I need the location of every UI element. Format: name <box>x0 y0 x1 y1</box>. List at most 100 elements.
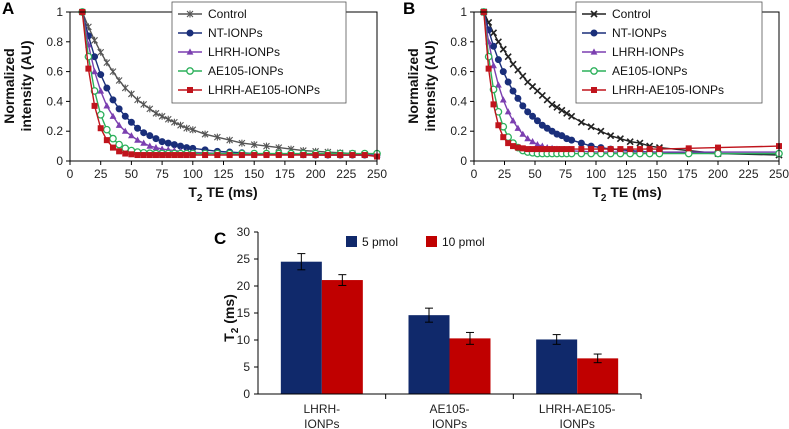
c-x-label-line: IONPs <box>559 417 594 429</box>
b-point-lhrh-ae105-ionps <box>519 145 526 152</box>
a-legend-marker-lhrh-ae105-ionps <box>187 87 193 93</box>
panel-c-y-label-main: T <box>221 333 237 342</box>
b-point-ae105-ionps <box>484 52 493 61</box>
b-point-lhrh-ae105-ionps <box>549 146 556 153</box>
panel-b-letter: B <box>403 0 415 18</box>
panel-b-legend: Control NT-IONPs LHRH-IONPs AE105-IONPs LHRH… <box>575 1 763 104</box>
b-point-lhrh-ae105-ionps <box>495 122 502 129</box>
b-point-lhrh-ionps <box>514 124 522 131</box>
c-legend-swatch-5-pmol <box>346 236 357 247</box>
a-point-ae105-ionps <box>109 134 117 143</box>
panel-b-y-label-line1: Normalized <box>405 48 421 123</box>
c-x-label-line: AE105- <box>429 402 469 416</box>
c-y-tick-label: 25 <box>237 252 251 266</box>
a-point-lhrh-ae105-ionps <box>238 152 245 159</box>
b-point-control <box>519 72 527 80</box>
b-point-nt-ionps <box>533 117 541 125</box>
b-point-ae105-ionps <box>714 149 722 158</box>
a-point-lhrh-ionps <box>91 68 98 75</box>
c-legend-label-5-pmol: 5 pmol <box>362 235 398 249</box>
b-point-lhrh-ae105-ionps <box>490 101 497 108</box>
b-legend-marker-ae105-ionps <box>590 67 598 75</box>
c-legend-label-10-pmol: 10 pmol <box>442 235 485 249</box>
b-point-lhrh-ae105-ionps <box>553 146 560 153</box>
b-point-control <box>494 38 502 46</box>
a-y-tick-label: 0.4 <box>46 94 63 108</box>
a-point-nt-ionps <box>146 132 154 140</box>
b-point-lhrh-ionps <box>519 130 527 137</box>
a-point-control <box>238 139 246 147</box>
a-point-nt-ionps <box>115 105 123 113</box>
c-y-tick-label: 30 <box>237 225 251 239</box>
b-point-nt-ionps <box>568 136 576 144</box>
panel-a-x-label-main: T <box>188 184 197 200</box>
a-point-lhrh-ae105-ionps <box>177 152 184 159</box>
b-point-lhrh-ae105-ionps <box>685 145 692 152</box>
a-point-lhrh-ae105-ionps <box>214 152 221 159</box>
a-point-lhrh-ae105-ionps <box>159 152 166 159</box>
b-y-tick-label: 0.8 <box>450 35 467 49</box>
a-point-control <box>128 90 135 98</box>
panel-c-legend: 5 pmol 10 pmol <box>346 235 485 249</box>
c-error-bar-ae105-ionps-10-pmol <box>466 331 474 345</box>
b-y-tick-label: 0 <box>460 154 467 168</box>
c-y-tick-label: 15 <box>237 306 251 320</box>
a-point-lhrh-ae105-ionps <box>324 152 331 159</box>
b-point-control <box>553 103 561 111</box>
a-point-nt-ionps <box>103 84 111 92</box>
b-legend-marker-lhrh-ae105-ionps <box>591 87 597 93</box>
a-legend-marker-control <box>186 10 194 18</box>
panel-b: B Normalized intensity (AU) 0 0.2 0.4 0.6 0.… <box>403 0 789 204</box>
b-point-lhrh-ae105-ionps <box>485 65 492 72</box>
b-point-nt-ionps <box>519 102 527 110</box>
a-x-tick-label: 50 <box>125 167 139 181</box>
a-point-lhrh-ae105-ionps <box>109 144 116 151</box>
a-point-lhrh-ionps <box>140 139 148 146</box>
panel-b-y-axis-title: Normalized intensity (AU) <box>405 41 438 132</box>
b-legend-label-nt-ionps: NT-IONPs <box>612 26 667 40</box>
b-point-lhrh-ae105-ionps <box>500 134 507 141</box>
a-point-nt-ionps <box>91 53 99 61</box>
b-point-nt-ionps <box>494 56 502 64</box>
a-point-control <box>226 136 234 144</box>
a-legend-label-lhrh-ae105-ionps: LHRH-AE105-IONPs <box>208 83 320 97</box>
b-point-control <box>568 112 576 120</box>
panel-a-y-ticks: 0 0.2 0.4 0.6 0.8 1 <box>46 5 70 168</box>
b-point-lhrh-ionps <box>490 62 497 69</box>
b-point-lhrh-ionps <box>499 96 507 103</box>
panel-a-y-label-line1: Normalized <box>1 48 17 123</box>
a-point-control <box>177 121 184 129</box>
b-point-lhrh-ae105-ionps <box>646 146 653 153</box>
a-point-lhrh-ae105-ionps <box>103 137 110 144</box>
c-bar-ae105-ionps-5-pmol <box>408 315 450 394</box>
a-point-lhrh-ae105-ionps <box>140 152 147 159</box>
panel-a-x-axis-title: T2 TE (ms) <box>188 184 257 204</box>
panel-a: A Normalized intensity (AU) 0 0.2 0.4 0.6 0.… <box>1 0 387 204</box>
b-point-control <box>607 132 615 140</box>
b-point-lhrh-ae105-ionps <box>529 146 536 153</box>
a-x-tick-label: 225 <box>336 167 356 181</box>
b-y-tick-label: 0.2 <box>450 124 467 138</box>
a-point-control <box>134 96 141 104</box>
a-point-lhrh-ae105-ionps <box>134 152 141 159</box>
b-x-tick-label: 0 <box>471 167 478 181</box>
a-point-lhrh-ae105-ionps <box>275 152 282 159</box>
a-y-tick-label: 0 <box>56 154 63 168</box>
a-point-nt-ionps <box>170 141 178 149</box>
a-legend-marker-ae105-ionps <box>186 67 194 75</box>
c-x-label-line: IONPs <box>432 417 467 429</box>
b-point-nt-ionps <box>548 127 556 135</box>
panel-a-series <box>78 8 381 160</box>
b-point-control <box>587 123 595 131</box>
a-point-control <box>158 112 166 120</box>
b-point-control <box>499 45 507 53</box>
a-point-nt-ionps <box>140 129 148 137</box>
a-point-lhrh-ae105-ionps <box>361 152 368 159</box>
b-point-lhrh-ae105-ionps <box>563 146 570 153</box>
a-point-lhrh-ae105-ionps <box>122 150 129 157</box>
panel-a-x-label-subscript: 2 <box>197 193 203 204</box>
a-legend-marker-lhrh-ionps <box>186 48 194 55</box>
a-point-control <box>91 36 98 44</box>
b-point-nt-ionps <box>577 139 585 147</box>
